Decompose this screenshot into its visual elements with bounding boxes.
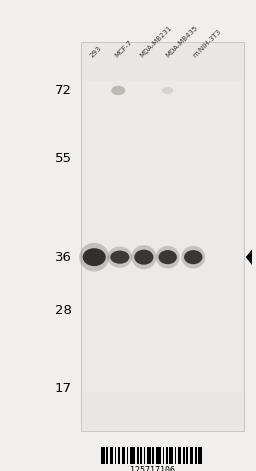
Text: 36: 36 (55, 251, 72, 264)
Text: 17: 17 (55, 382, 72, 395)
Ellipse shape (184, 250, 202, 264)
Ellipse shape (156, 246, 180, 268)
Bar (106, 447, 108, 464)
Ellipse shape (134, 250, 154, 265)
Bar (190, 447, 193, 464)
Bar (183, 447, 185, 464)
Text: 72: 72 (55, 84, 72, 97)
Bar (175, 447, 176, 464)
Bar (166, 447, 168, 464)
Bar (169, 447, 173, 464)
Ellipse shape (83, 248, 106, 266)
Ellipse shape (162, 87, 174, 94)
Bar (147, 447, 151, 464)
Ellipse shape (110, 251, 130, 264)
Bar (110, 447, 113, 464)
Bar (198, 447, 202, 464)
Polygon shape (246, 250, 252, 265)
Bar (122, 447, 125, 464)
Text: 55: 55 (55, 152, 72, 165)
Text: MDA-MB231: MDA-MB231 (138, 24, 173, 59)
Ellipse shape (131, 245, 156, 269)
Bar (140, 447, 142, 464)
Bar (81, 42, 244, 431)
Bar (83, 81, 242, 392)
Ellipse shape (181, 246, 205, 268)
Bar (127, 447, 129, 464)
Text: m.NIH-3T3: m.NIH-3T3 (192, 28, 222, 59)
Bar (101, 447, 104, 464)
Bar (195, 447, 197, 464)
Ellipse shape (107, 247, 132, 268)
Bar (144, 447, 145, 464)
Bar (152, 447, 154, 464)
Bar (137, 447, 139, 464)
Bar (130, 447, 135, 464)
Text: 28: 28 (55, 304, 72, 317)
Text: MCF-7: MCF-7 (114, 39, 134, 59)
Bar (156, 447, 161, 464)
Bar (178, 447, 181, 464)
Text: 125717106: 125717106 (130, 466, 175, 471)
Bar (115, 447, 116, 464)
Text: MDA-MB435: MDA-MB435 (165, 25, 199, 59)
Bar (163, 447, 164, 464)
Bar (118, 447, 120, 464)
Ellipse shape (79, 243, 109, 271)
Ellipse shape (158, 250, 177, 264)
Text: 293: 293 (89, 45, 103, 59)
Bar (186, 447, 188, 464)
Ellipse shape (111, 86, 125, 95)
